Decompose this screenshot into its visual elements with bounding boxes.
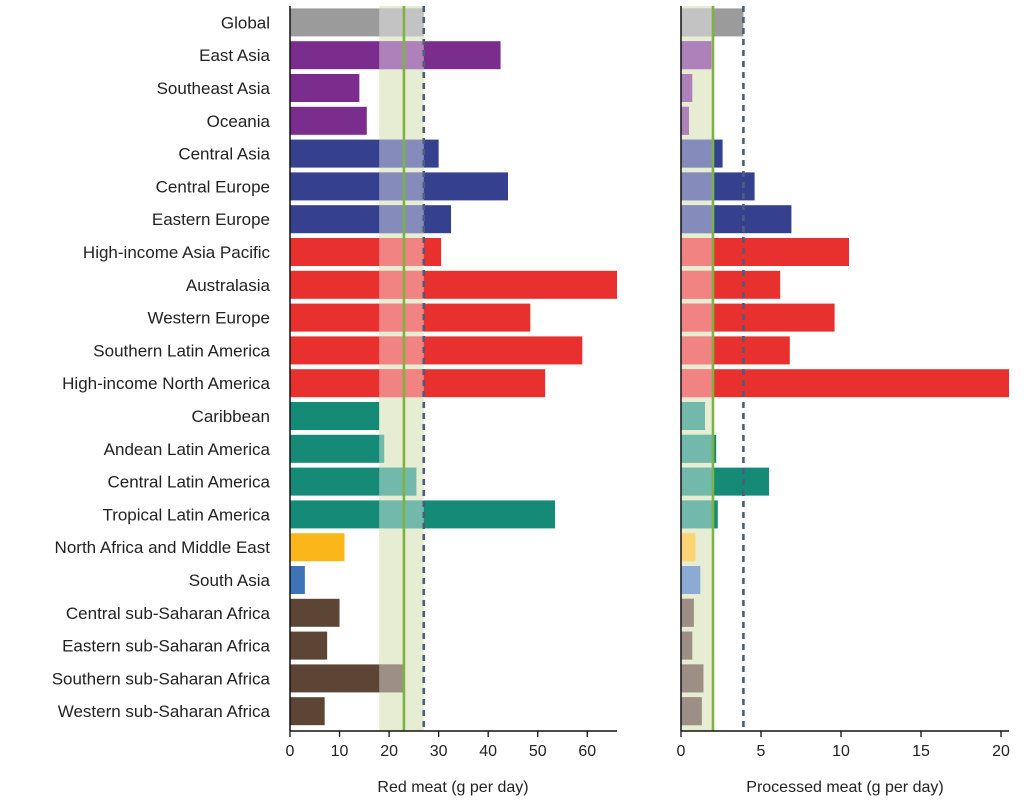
processed-meat-bar-southern-sub-saharan-africa <box>681 664 704 693</box>
category-label-eastern-europe: Eastern Europe <box>152 210 270 229</box>
processed-meat-panel: 0 5 10 15 20 Processed meat (g per day) <box>677 6 1010 796</box>
category-label-eastern-sub-saharan-africa: Eastern sub-Saharan Africa <box>62 637 270 656</box>
red-meat-bar-south-asia <box>290 566 305 594</box>
processed-meat-bar-oceania <box>681 106 689 135</box>
processed-meat-bar-north-africa-and-middle-east <box>681 533 696 562</box>
category-label-oceania: Oceania <box>207 112 271 131</box>
red-meat-tick-label-30: 30 <box>430 743 448 760</box>
processed-meat-tick-label-15: 15 <box>912 743 930 760</box>
processed-meat-bar-south-asia <box>681 566 701 594</box>
category-label-southern-sub-saharan-africa: Southern sub-Saharan Africa <box>52 669 271 688</box>
processed-meat-bar-central-asia <box>681 139 723 168</box>
processed-meat-bar-western-europe <box>681 303 835 332</box>
red-meat-bar-southern-sub-saharan-africa <box>290 664 404 693</box>
red-meat-tick-label-0: 0 <box>286 743 295 760</box>
processed-meat-bar-central-latin-america <box>681 467 769 496</box>
processed-meat-bar-high-income-asia-pacific <box>681 238 849 266</box>
red-meat-bar-eastern-sub-saharan-africa <box>290 631 328 660</box>
red-meat-bar-central-asia <box>290 139 439 168</box>
red-meat-tick-label-50: 50 <box>529 743 547 760</box>
category-label-south-asia: South Asia <box>189 571 271 590</box>
category-label-tropical-latin-america: Tropical Latin America <box>102 505 270 524</box>
red-meat-recommended-band <box>379 6 424 731</box>
processed-meat-bar-eastern-europe <box>681 205 792 234</box>
category-label-central-sub-saharan-africa: Central sub-Saharan Africa <box>66 604 271 623</box>
processed-meat-bar-eastern-sub-saharan-africa <box>681 631 693 660</box>
processed-meat-bar-australasia <box>681 270 781 299</box>
category-label-andean-latin-america: Andean Latin America <box>104 440 271 459</box>
category-label-global: Global <box>221 13 270 32</box>
processed-meat-bar-central-sub-saharan-africa <box>681 598 694 627</box>
red-meat-bar-central-europe <box>290 172 508 201</box>
red-meat-bar-southeast-asia <box>290 74 360 102</box>
red-meat-bar-global <box>290 8 424 37</box>
processed-meat-tick-label-20: 20 <box>992 743 1010 760</box>
red-meat-bar-eastern-europe <box>290 205 452 234</box>
processed-meat-bar-western-sub-saharan-africa <box>681 697 702 726</box>
category-label-western-sub-saharan-africa: Western sub-Saharan Africa <box>58 702 271 721</box>
red-meat-bar-southern-latin-america <box>290 336 583 365</box>
category-label-southern-latin-america: Southern Latin America <box>93 341 270 360</box>
red-meat-bar-western-sub-saharan-africa <box>290 697 325 726</box>
category-label-central-latin-america: Central Latin America <box>107 473 270 492</box>
category-label-southeast-asia: Southeast Asia <box>157 79 271 98</box>
red-meat-bar-high-income-asia-pacific <box>290 238 442 266</box>
processed-meat-tick-label-0: 0 <box>677 743 686 760</box>
red-meat-bar-central-latin-america <box>290 467 417 496</box>
red-meat-tick-label-10: 10 <box>331 743 349 760</box>
processed-meat-bar-caribbean <box>681 402 705 430</box>
category-label-high-income-asia-pacific: High-income Asia Pacific <box>83 243 271 262</box>
category-label-caribbean: Caribbean <box>192 407 270 426</box>
processed-meat-bar-southeast-asia <box>681 74 693 102</box>
red-meat-bar-east-asia <box>290 41 501 70</box>
red-meat-tick-label-60: 60 <box>578 743 596 760</box>
category-label-north-africa-and-middle-east: North Africa and Middle East <box>55 538 271 557</box>
processed-meat-bar-east-asia <box>681 41 712 70</box>
red-meat-bar-caribbean <box>290 402 380 430</box>
red-meat-bar-oceania <box>290 106 367 135</box>
red-meat-bar-andean-latin-america <box>290 434 385 463</box>
red-meat-axis-title: Red meat (g per day) <box>377 779 528 796</box>
red-meat-tick-label-20: 20 <box>380 743 398 760</box>
processed-meat-axis-title: Processed meat (g per day) <box>746 779 943 796</box>
red-meat-bar-australasia <box>290 270 617 299</box>
category-label-central-asia: Central Asia <box>178 145 270 164</box>
red-meat-bar-western-europe <box>290 303 531 332</box>
processed-meat-bar-high-income-north-america <box>681 369 1009 398</box>
processed-meat-bar-tropical-latin-america <box>681 500 718 529</box>
red-meat-tick-label-40: 40 <box>479 743 497 760</box>
category-labels: Global East Asia Southeast Asia Oceania Cent… <box>52 13 271 721</box>
red-meat-bar-high-income-north-america <box>290 369 546 398</box>
processed-meat-tick-label-10: 10 <box>832 743 850 760</box>
red-meat-bar-central-sub-saharan-africa <box>290 598 340 627</box>
red-meat-panel: 0 10 20 30 40 50 60 Red meat (g per day) <box>286 6 617 796</box>
processed-meat-tick-label-5: 5 <box>757 743 766 760</box>
category-label-east-asia: East Asia <box>199 46 270 65</box>
processed-meat-bar-southern-latin-america <box>681 336 790 365</box>
category-label-high-income-north-america: High-income North America <box>62 374 270 393</box>
processed-meat-bar-andean-latin-america <box>681 434 717 463</box>
category-label-central-europe: Central Europe <box>156 177 270 196</box>
category-label-australasia: Australasia <box>186 276 271 295</box>
category-label-western-europe: Western Europe <box>147 309 270 328</box>
red-meat-bar-north-africa-and-middle-east <box>290 533 345 562</box>
